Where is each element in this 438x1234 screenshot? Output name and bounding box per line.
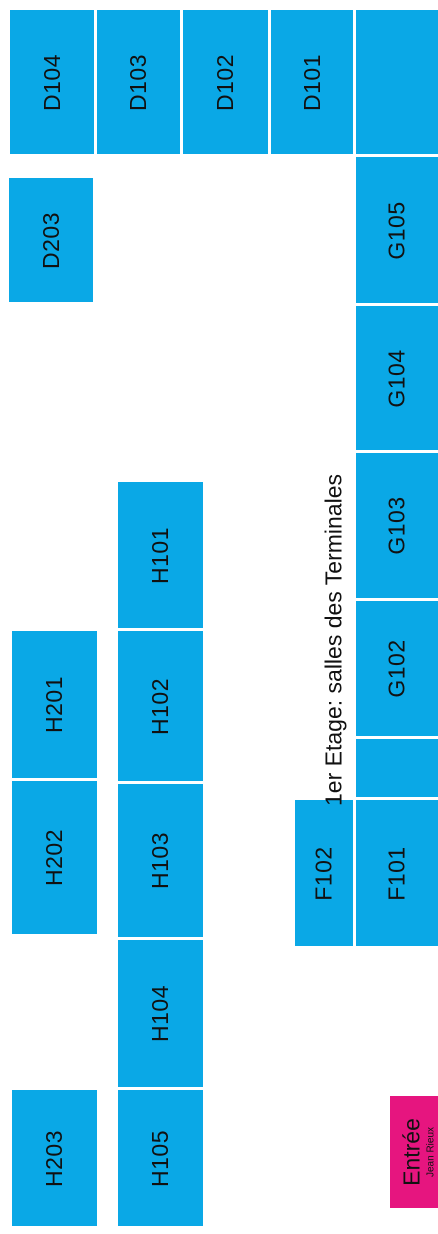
room-label: F101	[383, 845, 410, 901]
room-d-end	[356, 10, 438, 154]
room-h104: H104	[118, 940, 203, 1087]
room-g103: G103	[356, 453, 438, 598]
room-label: H103	[146, 832, 173, 889]
room-label: G104	[383, 348, 410, 408]
room-label: F102	[310, 845, 337, 901]
room-g102: G102	[356, 601, 438, 736]
entrance-label: Entrée	[398, 1118, 425, 1186]
room-label: H202	[40, 829, 67, 886]
room-h202: H202	[12, 781, 97, 934]
room-label: G103	[383, 496, 410, 555]
room-label: H102	[146, 677, 173, 735]
room-label: D104	[38, 53, 65, 111]
room-h101: H101	[118, 482, 203, 628]
room-d101: D101	[271, 10, 353, 154]
room-d102: D102	[183, 10, 268, 154]
room-label: H201	[40, 676, 67, 733]
room-d104: D104	[10, 10, 94, 154]
room-d203: D203	[9, 178, 93, 302]
room-h105: H105	[118, 1090, 203, 1226]
room-label: D101	[298, 53, 325, 111]
room-g-small	[356, 739, 438, 797]
room-f102: F102	[295, 800, 353, 946]
room-h102: H102	[118, 631, 203, 781]
room-label: D102	[211, 53, 238, 111]
entrance-marker: Entrée Jean Rieux	[390, 1096, 438, 1208]
room-label: G102	[383, 639, 410, 698]
room-h203: H203	[12, 1090, 97, 1226]
room-label: G105	[383, 200, 410, 260]
room-h103: H103	[118, 784, 203, 937]
room-d103: D103	[97, 10, 180, 154]
room-label: D203	[37, 211, 64, 269]
room-f101: F101	[356, 800, 438, 946]
room-g104: G104	[356, 306, 438, 450]
entrance-sublabel: Jean Rieux	[425, 1126, 437, 1178]
room-label: D103	[124, 53, 151, 111]
room-label: H105	[146, 1129, 173, 1187]
floor-title: 1er Etage: salles des Terminales	[320, 474, 347, 806]
room-h201: H201	[12, 631, 97, 778]
room-g105: G105	[356, 157, 438, 303]
room-label: H101	[146, 526, 173, 584]
room-label: H104	[146, 985, 173, 1042]
room-label: H203	[40, 1129, 67, 1187]
